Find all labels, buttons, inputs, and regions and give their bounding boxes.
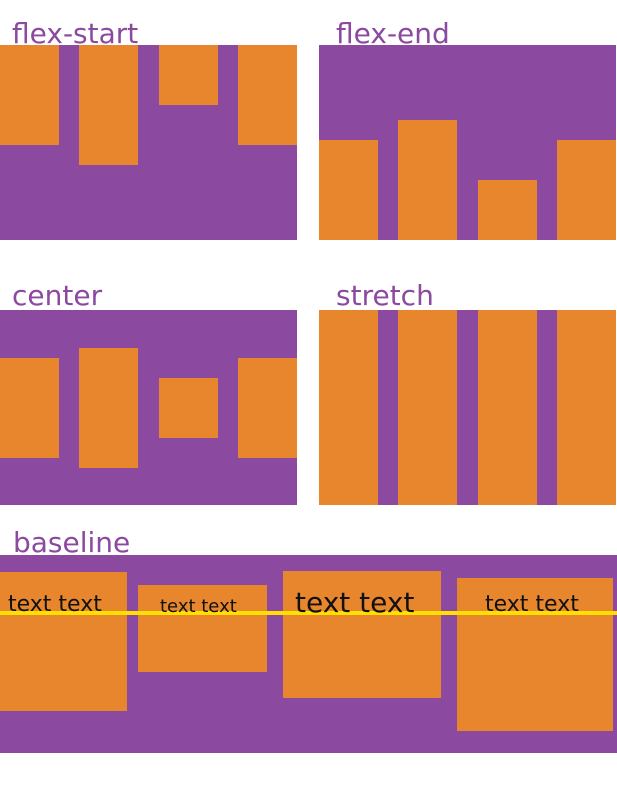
- panel-title-flex-start: flex-start: [12, 17, 139, 50]
- flex-item: [319, 310, 378, 505]
- panel-title-center: center: [12, 279, 103, 312]
- flex-item: [0, 357, 59, 458]
- item-text: text text: [8, 592, 102, 617]
- flex-item: [79, 45, 139, 165]
- panel-title-baseline: baseline: [13, 526, 131, 559]
- flex-item: [158, 45, 218, 105]
- baseline-container: text text text text text text text text: [0, 555, 617, 753]
- flex-item: [158, 377, 218, 438]
- flex-start-container: [0, 45, 297, 240]
- flex-item: [237, 45, 297, 145]
- stretch-container: [319, 310, 616, 505]
- item-text: text text: [160, 596, 237, 617]
- flex-item: [556, 140, 616, 240]
- baseline-indicator-line: [0, 611, 617, 615]
- flex-item: text text: [283, 571, 441, 698]
- flex-item: [237, 357, 297, 458]
- flex-item: [477, 180, 537, 240]
- panel-title-flex-end: flex-end: [336, 17, 450, 50]
- item-text: text text: [295, 586, 415, 619]
- flex-item: [79, 347, 139, 468]
- flex-item: [477, 310, 537, 505]
- flex-item: text text: [0, 572, 127, 711]
- flex-item: [398, 310, 458, 505]
- flex-end-container: [319, 45, 616, 240]
- center-container: [0, 310, 297, 505]
- flex-item: [319, 140, 378, 240]
- flex-item: text text: [457, 578, 613, 731]
- panel-title-stretch: stretch: [336, 279, 434, 312]
- flex-item: [556, 310, 616, 505]
- item-text: text text: [485, 592, 579, 617]
- flex-item: [0, 45, 59, 145]
- flex-item: [398, 120, 458, 240]
- flex-item: text text: [138, 585, 267, 672]
